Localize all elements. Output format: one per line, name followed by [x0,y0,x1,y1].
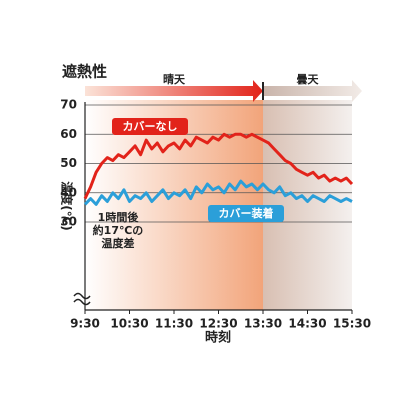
series-label: カバーなし [123,120,178,133]
y-tick-label: 30 [60,215,77,229]
series-label-box [208,205,284,222]
cloudy-arrow [263,80,362,102]
y-axis-label: 温度(℃) [60,181,75,231]
series-line [83,132,354,200]
x-tick-label: 9:30 [70,317,100,331]
series-label: カバー装着 [219,206,274,220]
x-tick-label: 13:30 [244,317,282,331]
x-tick-label: 10:30 [110,317,148,331]
sunny-arrow [85,80,263,102]
x-axis-label: 時刻 [205,330,231,346]
chart-title: 遮熱性 [62,63,107,81]
y-tick-label: 50 [60,156,77,170]
series-line [83,179,353,206]
annotation: 温度差 [102,236,135,250]
y-tick-label: 70 [60,98,77,112]
y-tick-label: 60 [60,127,77,141]
annotation: 1時間後 [98,210,140,224]
period-label: 晴天 [163,72,186,86]
x-tick-label: 15:30 [333,317,371,331]
x-tick-label: 14:30 [288,317,326,331]
x-tick-label: 12:30 [199,317,237,331]
series-label-box [112,118,188,135]
axis-break [73,292,91,306]
annotation: 約17℃の [93,223,144,237]
period-label: 曇天 [297,72,320,86]
x-tick-label: 11:30 [155,317,193,331]
y-tick-label: 40 [60,185,77,199]
